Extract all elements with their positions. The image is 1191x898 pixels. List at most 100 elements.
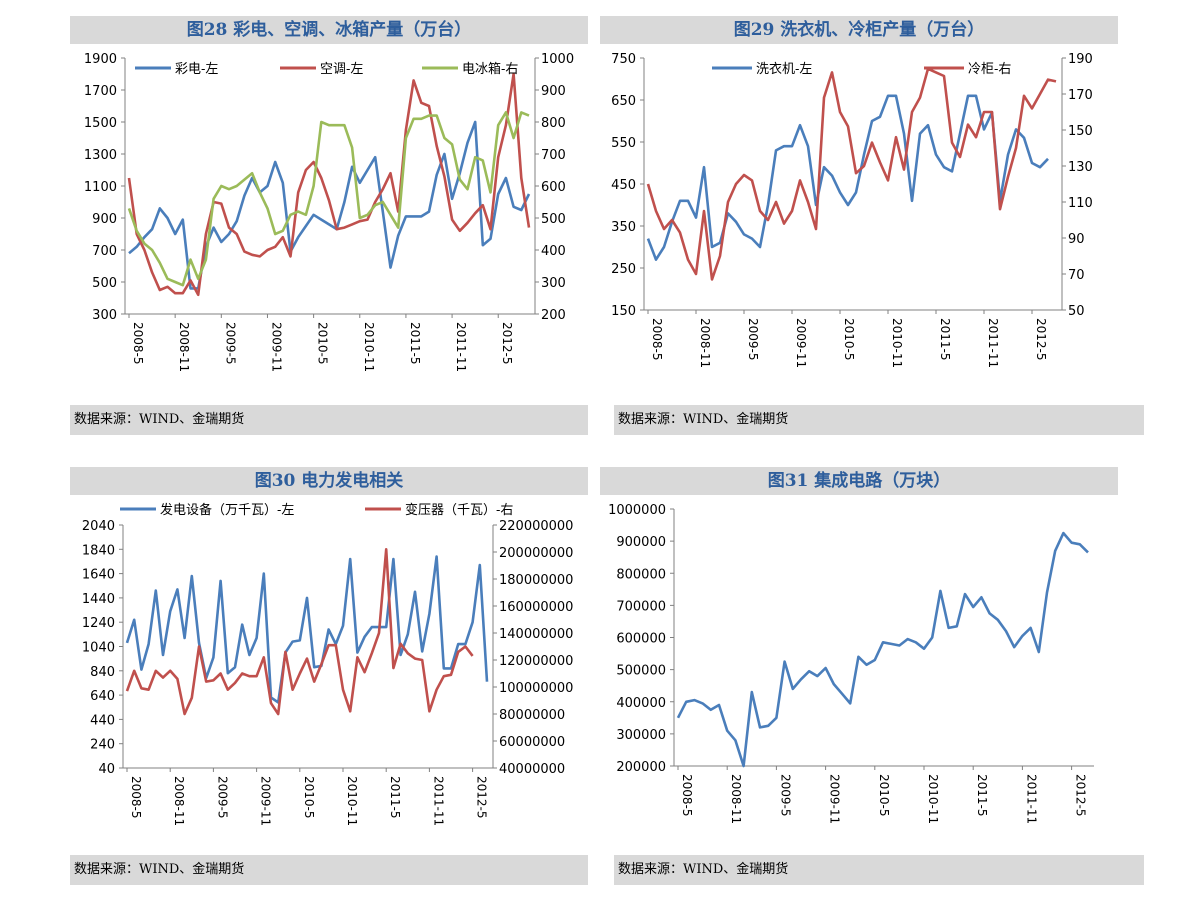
series-line-3 [127, 111, 530, 287]
x-tick-label: 2010-5 [877, 774, 891, 817]
y-left-tick-label: 1000000 [608, 503, 666, 518]
x-tick-label: 2009-5 [778, 774, 792, 817]
x-tick-label: 2010-5 [842, 318, 856, 361]
chart4-title: 图31 集成电路（万块） [600, 467, 1118, 495]
y-right-tick-label: 400 [541, 244, 566, 259]
y-left-tick-label: 550 [611, 136, 636, 151]
chart3-title: 图30 电力发电相关 [70, 467, 588, 495]
chart3-source: 数据来源：WIND、金瑞期货 [70, 855, 588, 885]
y-right-tick-label: 80000000 [499, 708, 565, 723]
y-left-tick-label: 800000 [616, 567, 666, 582]
legend-label-3: 电冰箱-右 [462, 61, 518, 77]
y-left-tick-label: 2040 [82, 519, 115, 534]
y-left-tick-label: 300 [92, 308, 117, 323]
x-tick-label: 2008-5 [680, 774, 694, 817]
chart3-plot: 2040 1840 1640 1440 1240 1040 840 640 440 240 40 22… [82, 502, 574, 826]
legend-label-2: 空调-左 [320, 62, 363, 77]
y-right-tick-label: 300 [541, 276, 566, 291]
y-left-tick-label: 1040 [82, 641, 115, 656]
y-right-tick-label: 40000000 [499, 762, 565, 777]
y-right-tick-label: 100000000 [499, 681, 573, 696]
y-right-tick-label: 200 [541, 308, 566, 323]
y-left-tick-label: 700000 [616, 599, 666, 614]
y-left-tick-label: 1700 [84, 84, 117, 99]
x-tick-label: 2008-5 [129, 776, 143, 819]
x-tick-label: 2011-11 [454, 322, 468, 372]
y-right-tick-label: 90 [1068, 232, 1085, 247]
y-left-tick-label: 650 [611, 94, 636, 109]
y-right-tick-label: 700 [541, 148, 566, 163]
legend-label-1: 洗衣机-左 [756, 61, 812, 77]
y-left-tick-label: 400000 [616, 696, 666, 711]
chart1-title: 图28 彩电、空调、冰箱产量（万台） [70, 16, 588, 44]
y-right-tick-label: 110 [1068, 196, 1093, 211]
x-tick-label: 2009-11 [828, 774, 842, 824]
legend-label-2: 变压器（千瓦）-右 [405, 502, 513, 518]
x-tick-label: 2010-5 [302, 776, 316, 819]
x-tick-label: 2010-11 [926, 774, 940, 824]
y-right-tick-label: 500 [541, 212, 566, 227]
y-right-tick-label: 800 [541, 116, 566, 131]
y-right-tick-label: 120000000 [499, 654, 573, 669]
y-left-tick-label: 640 [90, 689, 115, 704]
y-left-tick-label: 200000 [616, 760, 666, 775]
y-right-tick-label: 150 [1068, 124, 1093, 139]
x-tick-label: 2009-5 [223, 322, 237, 365]
x-tick-label: 2010-11 [345, 776, 359, 826]
chart1-source: 数据来源：WIND、金瑞期货 [70, 405, 588, 435]
y-left-tick-label: 1840 [82, 543, 115, 558]
y-left-tick-label: 350 [611, 220, 636, 235]
y-left-tick-label: 40 [98, 762, 115, 777]
y-left-tick-label: 840 [90, 665, 115, 680]
series-line-1 [125, 555, 489, 704]
x-tick-label: 2011-5 [975, 774, 989, 817]
series-line-2 [646, 67, 1057, 281]
y-left-tick-label: 1300 [84, 148, 117, 163]
y-right-tick-label: 70 [1068, 268, 1085, 283]
x-tick-label: 2012-5 [1074, 774, 1088, 817]
y-left-tick-label: 440 [90, 713, 115, 728]
y-left-tick-label: 150 [611, 304, 636, 319]
legend-label-2: 冷柜-右 [968, 62, 1011, 77]
x-tick-label: 2008-5 [131, 322, 145, 365]
series-line-2 [127, 72, 531, 297]
y-right-tick-label: 60000000 [499, 735, 565, 750]
y-left-tick-label: 1900 [84, 52, 117, 67]
chart4-source: 数据来源：WIND、金瑞期货 [614, 855, 1144, 885]
y-left-tick-label: 900000 [616, 535, 666, 550]
x-tick-label: 2011-5 [388, 776, 402, 819]
chart2-title: 图29 洗衣机、冷柜产量（万台） [600, 16, 1118, 44]
x-tick-label: 2009-11 [259, 776, 273, 826]
y-right-tick-label: 600 [541, 180, 566, 195]
y-left-tick-label: 1240 [82, 616, 115, 631]
y-right-tick-label: 200000000 [499, 546, 573, 561]
y-right-tick-label: 140000000 [499, 627, 573, 642]
y-left-tick-label: 500000 [616, 664, 666, 679]
x-tick-label: 2009-5 [215, 776, 229, 819]
y-left-tick-label: 1500 [84, 116, 117, 131]
chart2-source: 数据来源：WIND、金瑞期货 [614, 405, 1144, 435]
y-left-tick-label: 1100 [84, 180, 117, 195]
y-right-tick-label: 1000 [541, 52, 574, 67]
y-right-tick-label: 220000000 [499, 519, 573, 534]
x-tick-label: 2008-11 [729, 774, 743, 824]
series-line-1 [676, 531, 1089, 768]
y-left-tick-label: 750 [611, 52, 636, 67]
y-left-tick-label: 600000 [616, 632, 666, 647]
x-tick-label: 2012-5 [1034, 318, 1048, 361]
y-left-tick-label: 900 [92, 212, 117, 227]
y-right-tick-label: 50 [1068, 304, 1085, 319]
x-tick-label: 2008-11 [177, 322, 191, 372]
x-tick-label: 2009-5 [746, 318, 760, 361]
legend-label-1: 彩电-左 [175, 62, 218, 77]
x-tick-label: 2010-11 [362, 322, 376, 372]
x-tick-label: 2011-11 [986, 318, 1000, 368]
x-tick-label: 2008-5 [650, 318, 664, 361]
y-left-tick-label: 1640 [82, 568, 115, 583]
y-right-tick-label: 160000000 [499, 600, 573, 615]
x-tick-label: 2009-11 [794, 318, 808, 368]
y-right-tick-label: 170 [1068, 88, 1093, 103]
x-tick-label: 2010-5 [316, 322, 330, 365]
y-left-tick-label: 240 [90, 738, 115, 753]
x-tick-label: 2012-5 [475, 776, 489, 819]
